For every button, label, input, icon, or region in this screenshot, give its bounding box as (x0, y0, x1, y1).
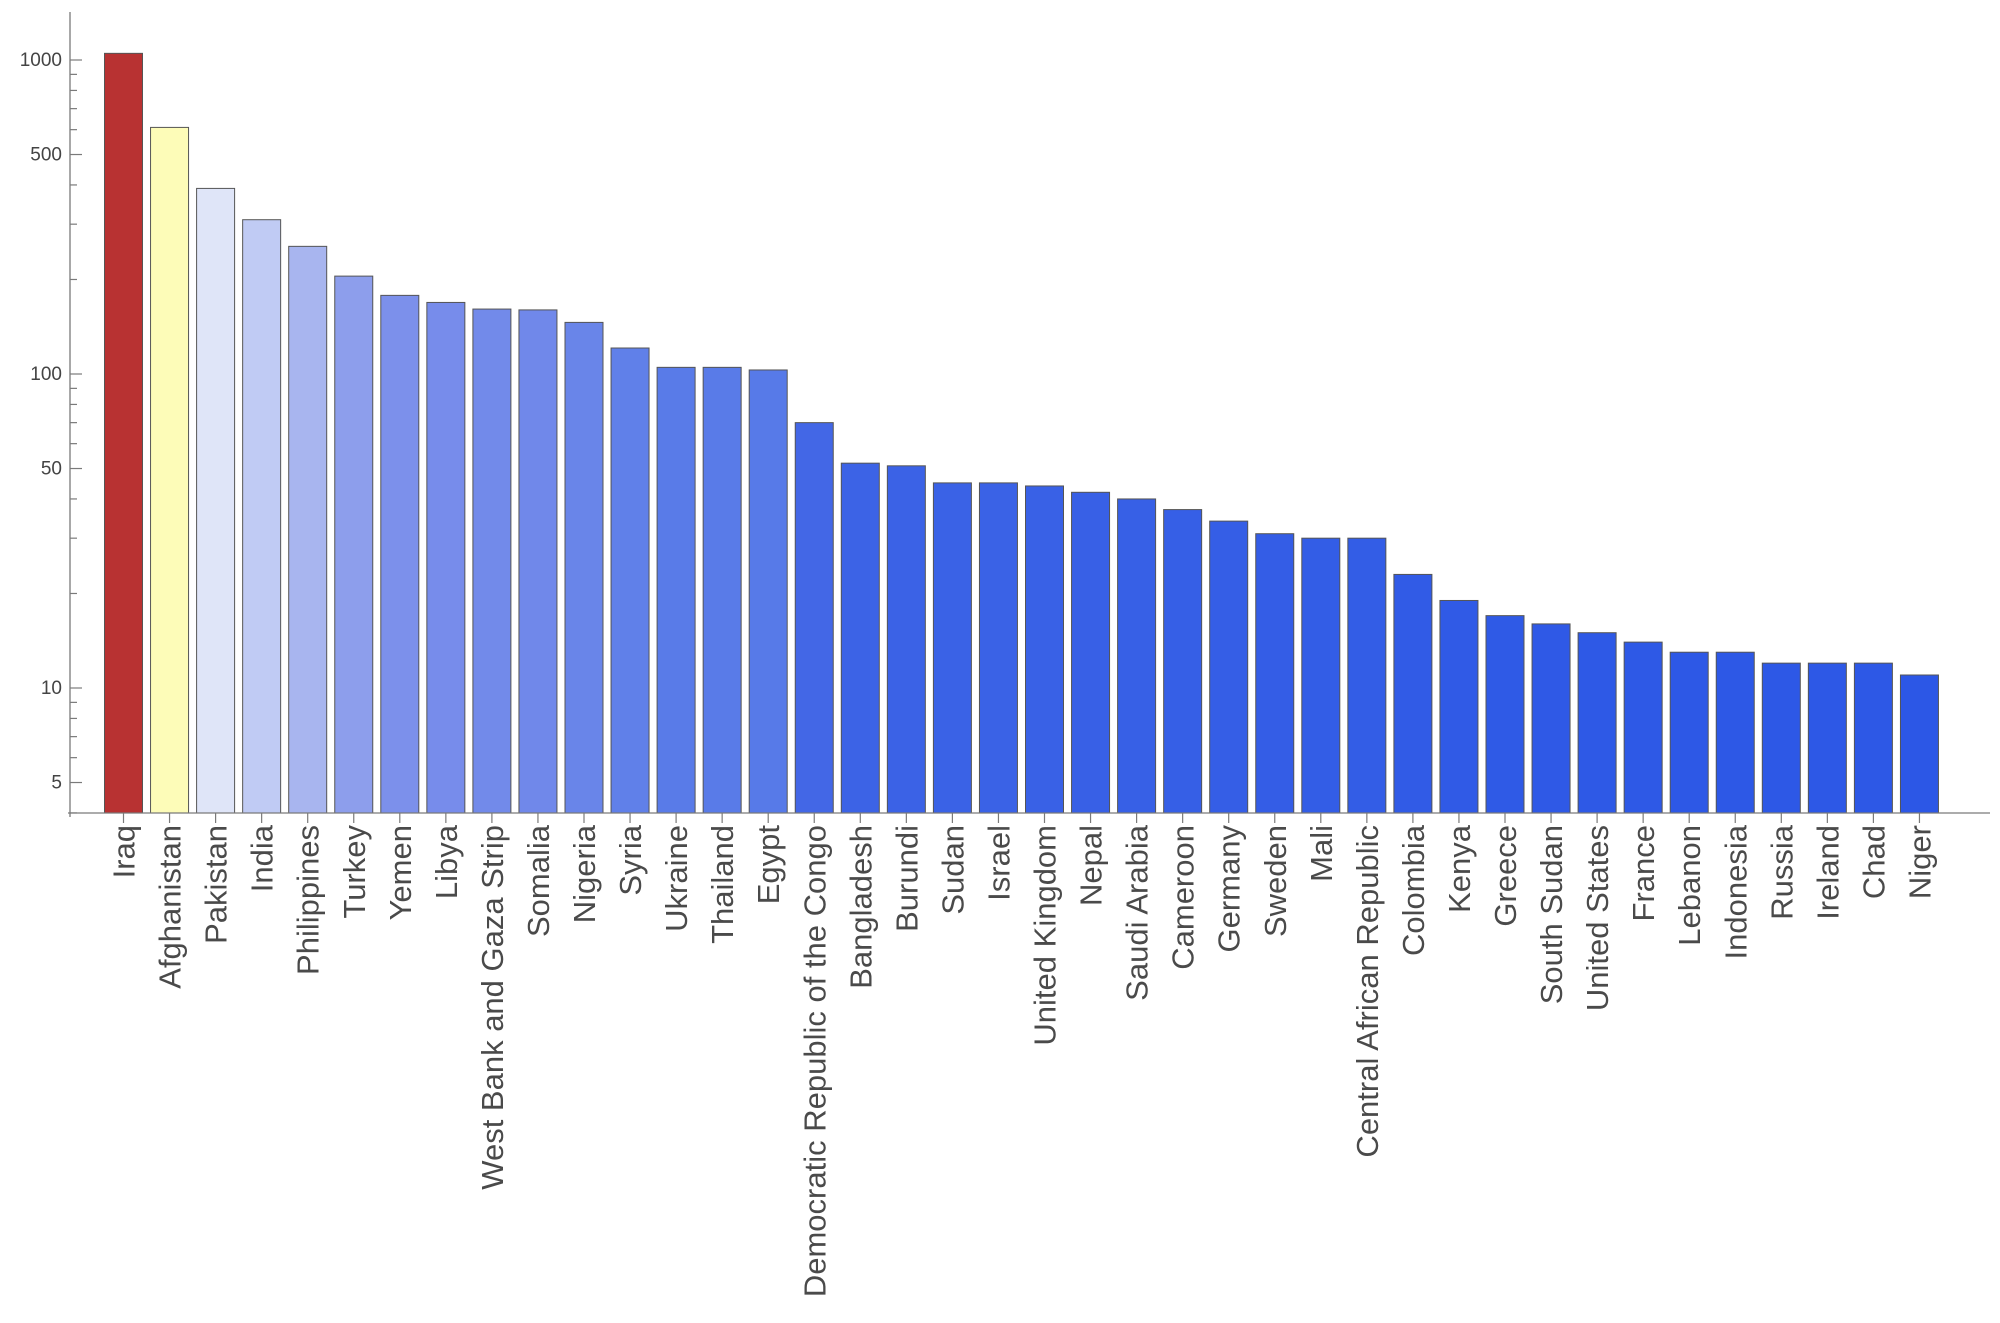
bar-somalia (518, 309, 558, 814)
bar-democratic-republic-of-the-congo (794, 422, 834, 814)
bar-libya (426, 301, 466, 814)
x-tick-label-ireland: Ireland (1810, 825, 1845, 920)
x-tick-label-indonesia: Indonesia (1718, 824, 1753, 959)
bars-layer (104, 52, 1939, 814)
bar-egypt (748, 369, 788, 814)
x-tick-label-sudan: Sudan (935, 825, 970, 915)
bar-india (242, 219, 282, 814)
bar-kenya (1439, 599, 1479, 814)
bar-bangladesh (840, 462, 880, 814)
y-tick-label-500: 500 (30, 145, 62, 166)
x-tick-label-ukraine: Ukraine (659, 825, 694, 932)
bar-indonesia (1715, 651, 1755, 814)
x-tick-label-germany: Germany (1212, 825, 1247, 953)
x-tick-label-democratic-republic-of-the-congo: Democratic Republic of the Congo (797, 825, 832, 1297)
bar-russia (1761, 662, 1801, 814)
bar-burundi (886, 465, 926, 814)
bar-ukraine (656, 366, 696, 814)
x-tick-label-burundi: Burundi (889, 825, 924, 932)
bar-united-states (1577, 632, 1617, 814)
bar-ireland (1807, 662, 1847, 814)
x-tick-label-kenya: Kenya (1442, 824, 1477, 913)
x-tick-label-lebanon: Lebanon (1672, 825, 1707, 946)
x-tick-label-central-african-republic: Central African Republic (1350, 825, 1385, 1158)
bar-united-kingdom (1025, 485, 1064, 814)
bar-colombia (1393, 573, 1433, 814)
x-tick-label-afghanistan: Afghanistan (153, 825, 188, 989)
bar-saudi-arabia (1117, 498, 1157, 814)
x-tick-label-yemen: Yemen (383, 825, 418, 920)
bar-greece (1485, 615, 1525, 814)
bar-france (1623, 641, 1663, 814)
bar-iraq (104, 52, 143, 814)
x-tick-label-pakistan: Pakistan (199, 825, 234, 944)
x-tick-label-somalia: Somalia (521, 824, 556, 937)
x-tick-label-south-sudan: South Sudan (1534, 825, 1569, 1004)
bar-south-sudan (1531, 623, 1571, 814)
x-tick-label-cameroon: Cameroon (1166, 825, 1201, 970)
bar-west-bank-and-gaza-strip (472, 308, 512, 814)
y-tick-label-50: 50 (41, 459, 62, 480)
bar-sudan (932, 482, 972, 814)
x-tick-label-turkey: Turkey (337, 825, 372, 919)
y-tick-label-5: 5 (51, 773, 62, 794)
bar-turkey (334, 275, 374, 814)
x-tick-label-libya: Libya (429, 824, 464, 899)
x-tick-label-greece: Greece (1488, 825, 1523, 927)
bar-pakistan (196, 187, 236, 814)
x-tick-label-bangladesh: Bangladesh (843, 825, 878, 989)
x-tick-label-niger: Niger (1902, 825, 1937, 899)
x-tick-label-syria: Syria (613, 824, 648, 895)
bar-mali (1301, 537, 1341, 814)
x-tick-label-france: France (1626, 825, 1661, 921)
x-tick-label-west-bank-and-gaza-strip: West Bank and Gaza Strip (475, 825, 510, 1190)
bar-thailand (702, 366, 742, 814)
bar-sweden (1255, 533, 1295, 814)
x-tick-label-sweden: Sweden (1258, 825, 1293, 937)
y-tick-label-1000: 1000 (20, 50, 62, 71)
x-tick-label-nepal: Nepal (1074, 825, 1109, 906)
bar-nepal (1071, 491, 1111, 814)
x-tick-label-chad: Chad (1856, 825, 1891, 899)
x-tick-label-colombia: Colombia (1396, 824, 1431, 956)
bar-nigeria (564, 321, 604, 814)
bar-lebanon (1669, 651, 1709, 814)
x-tick-label-india: India (245, 824, 280, 892)
x-tick-label-mali: Mali (1304, 825, 1339, 882)
bar-israel (978, 482, 1018, 814)
bar-niger (1899, 674, 1939, 814)
bar-syria (610, 347, 650, 814)
x-tick-label-iraq: Iraq (107, 825, 142, 878)
y-tick-label-100: 100 (30, 364, 62, 385)
x-tick-label-israel: Israel (981, 825, 1016, 901)
x-tick-label-philippines: Philippines (291, 825, 326, 975)
bar-philippines (288, 245, 328, 814)
bar-germany (1209, 520, 1249, 814)
x-tick-label-egypt: Egypt (751, 825, 786, 905)
bar-central-african-republic (1347, 537, 1387, 814)
bar-cameroon (1163, 509, 1203, 814)
axes-layer (68, 12, 1990, 823)
x-tick-label-saudi-arabia: Saudi Arabia (1120, 824, 1155, 1001)
x-tick-label-united-states: United States (1580, 825, 1615, 1011)
bar-chad (1853, 662, 1893, 814)
x-tick-label-united-kingdom: United Kingdom (1028, 825, 1063, 1046)
labels-layer: 5 10 50 100 500 1000 Iraq Afghanistan Pakistan In… (20, 50, 1938, 1297)
x-tick-label-russia: Russia (1764, 824, 1799, 920)
x-tick-label-nigeria: Nigeria (567, 824, 602, 923)
x-tick-label-thailand: Thailand (705, 825, 740, 944)
bar-afghanistan (150, 126, 190, 814)
y-tick-label-10: 10 (41, 678, 62, 699)
bar-yemen (380, 294, 420, 814)
